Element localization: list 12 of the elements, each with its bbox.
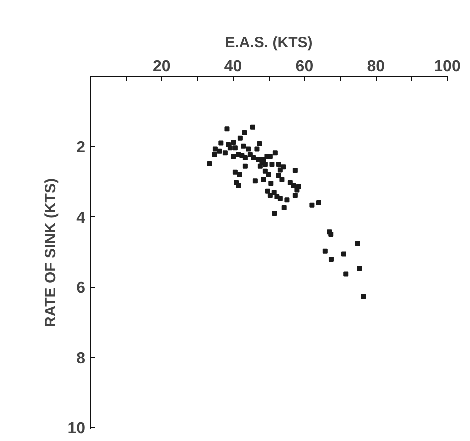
y-tick-label: 8 xyxy=(76,350,86,368)
x-tick-label: 80 xyxy=(367,58,386,76)
y-tick-label: 4 xyxy=(76,210,86,227)
x-axis-title: E.A.S. (KTS) xyxy=(225,34,313,52)
x-tick-label: 100 xyxy=(434,58,461,76)
y-tick-label: 2 xyxy=(76,140,86,157)
y-tick-label: 6 xyxy=(76,280,86,298)
x-tick-label: 40 xyxy=(224,58,242,76)
y-tick-label: 10 xyxy=(68,420,86,438)
x-tick-label: 20 xyxy=(153,58,171,76)
y-axis-title: RATE OF SINK (KTS) xyxy=(42,178,60,328)
x-tick-label: 60 xyxy=(296,58,314,76)
